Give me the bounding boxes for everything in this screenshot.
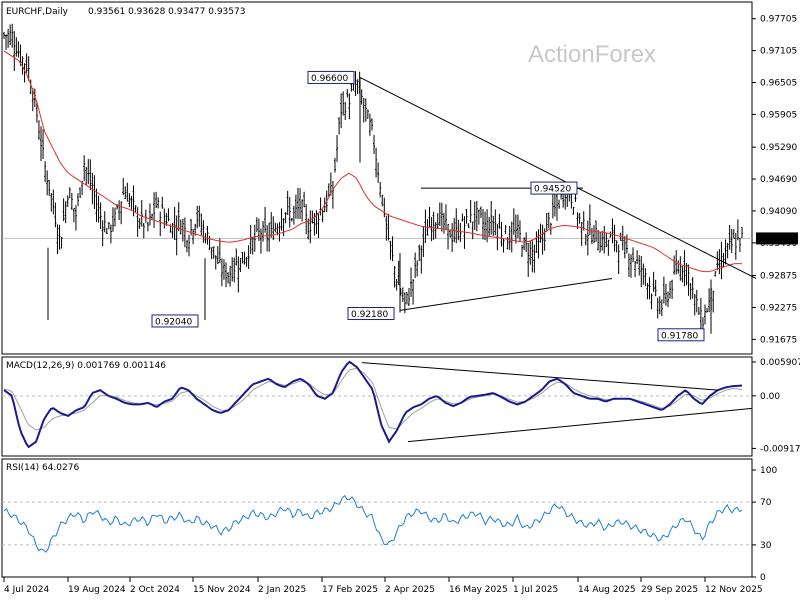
x-tick-label: 12 Nov 2025 [705, 585, 763, 595]
macd-y-axis: 0.005907 0.00 -0.009175 [752, 358, 800, 454]
price-y-axis: 0.97705 0.97105 0.96505 0.95905 0.95290 0.946… [752, 15, 798, 345]
annotation-label: 0.91780 [661, 331, 698, 341]
watermark: ActionForex [528, 41, 656, 68]
rsi-tick-label: 70 [760, 498, 772, 508]
ma-line [3, 50, 742, 273]
price-tick-label: 0.94090 [760, 207, 797, 217]
price-annotations: 0.96600 0.94520 0.92040 0.92180 0.91780 [151, 70, 705, 342]
annotation-box [530, 181, 578, 195]
last-price-tag [756, 232, 798, 245]
macd-trendline-bottom [407, 407, 753, 443]
x-tick-label: 19 Aug 2024 [68, 585, 126, 595]
x-tick-label: 2 Jan 2025 [258, 585, 306, 595]
x-tick-label: 4 Jul 2024 [4, 585, 49, 595]
annotation-label: 0.96600 [311, 74, 348, 84]
macd-trendline-top [361, 362, 719, 391]
macd-title: MACD(12,26,9) 0.001769 0.001146 [6, 361, 166, 371]
last-price-label: 0.93573 [760, 235, 797, 245]
macd-tick-label: 0.00 [760, 392, 780, 402]
x-tick-label: 1 Jul 2025 [513, 585, 558, 595]
x-tick-label: 14 Aug 2025 [578, 585, 636, 595]
symbol-label: EURCHF,Daily [6, 7, 69, 17]
price-tick-label: 0.91675 [760, 335, 797, 345]
price-tick-label: 0.92275 [760, 303, 797, 313]
annotation-box [151, 314, 199, 328]
rsi-panel-frame [1, 458, 753, 578]
rsi-title: RSI(14) 64.0276 [6, 463, 79, 473]
rsi-tick-label: 0 [760, 573, 766, 583]
price-tick-label: 0.95290 [760, 143, 797, 153]
x-tick-label: 15 Nov 2024 [193, 585, 251, 595]
macd-tick-label: 0.005907 [760, 358, 800, 368]
annotation-label: 0.94520 [534, 185, 571, 195]
price-tick-label: 0.97705 [760, 15, 797, 25]
x-tick-label: 29 Sep 2025 [641, 585, 698, 595]
rsi-y-axis: 100 70 30 0 [752, 466, 777, 583]
price-panel-frame [1, 1, 753, 355]
price-tick-label: 0.97105 [760, 47, 797, 57]
macd-panel-frame [1, 356, 753, 457]
rsi-line [2, 494, 752, 553]
rsi-line [3, 494, 743, 553]
x-tick-label: 16 May 2025 [449, 585, 508, 595]
annotation-box [347, 307, 395, 321]
x-tick-label: 2 Oct 2024 [130, 585, 180, 595]
annotation-label: 0.92180 [351, 310, 388, 320]
price-tick-label: 0.96505 [760, 79, 797, 89]
annotation-box [307, 70, 355, 84]
trendline-up [399, 277, 613, 311]
x-tick-label: 17 Feb 2025 [322, 585, 378, 595]
moving-average [3, 50, 742, 273]
trendline-down [359, 77, 757, 279]
annotation-label: 0.92040 [155, 317, 192, 327]
ohlc-label: 0.93561 0.93628 0.93477 0.93573 [88, 7, 245, 17]
rsi-tick-label: 100 [760, 466, 777, 476]
macd-tick-label: -0.009175 [760, 444, 800, 454]
price-tick-label: 0.94690 [760, 175, 797, 185]
price-tick-label: 0.92875 [760, 272, 797, 282]
price-tick-label: 0.95905 [760, 110, 797, 120]
x-axis: 4 Jul 2024 19 Aug 2024 2 Oct 2024 15 Nov 20… [3, 577, 763, 595]
candles [3, 23, 743, 334]
macd-lines [2, 360, 753, 449]
x-tick-label: 2 Apr 2025 [385, 585, 435, 595]
rsi-tick-label: 30 [760, 541, 772, 551]
annotation-box [657, 328, 705, 342]
macd-line [3, 360, 743, 449]
